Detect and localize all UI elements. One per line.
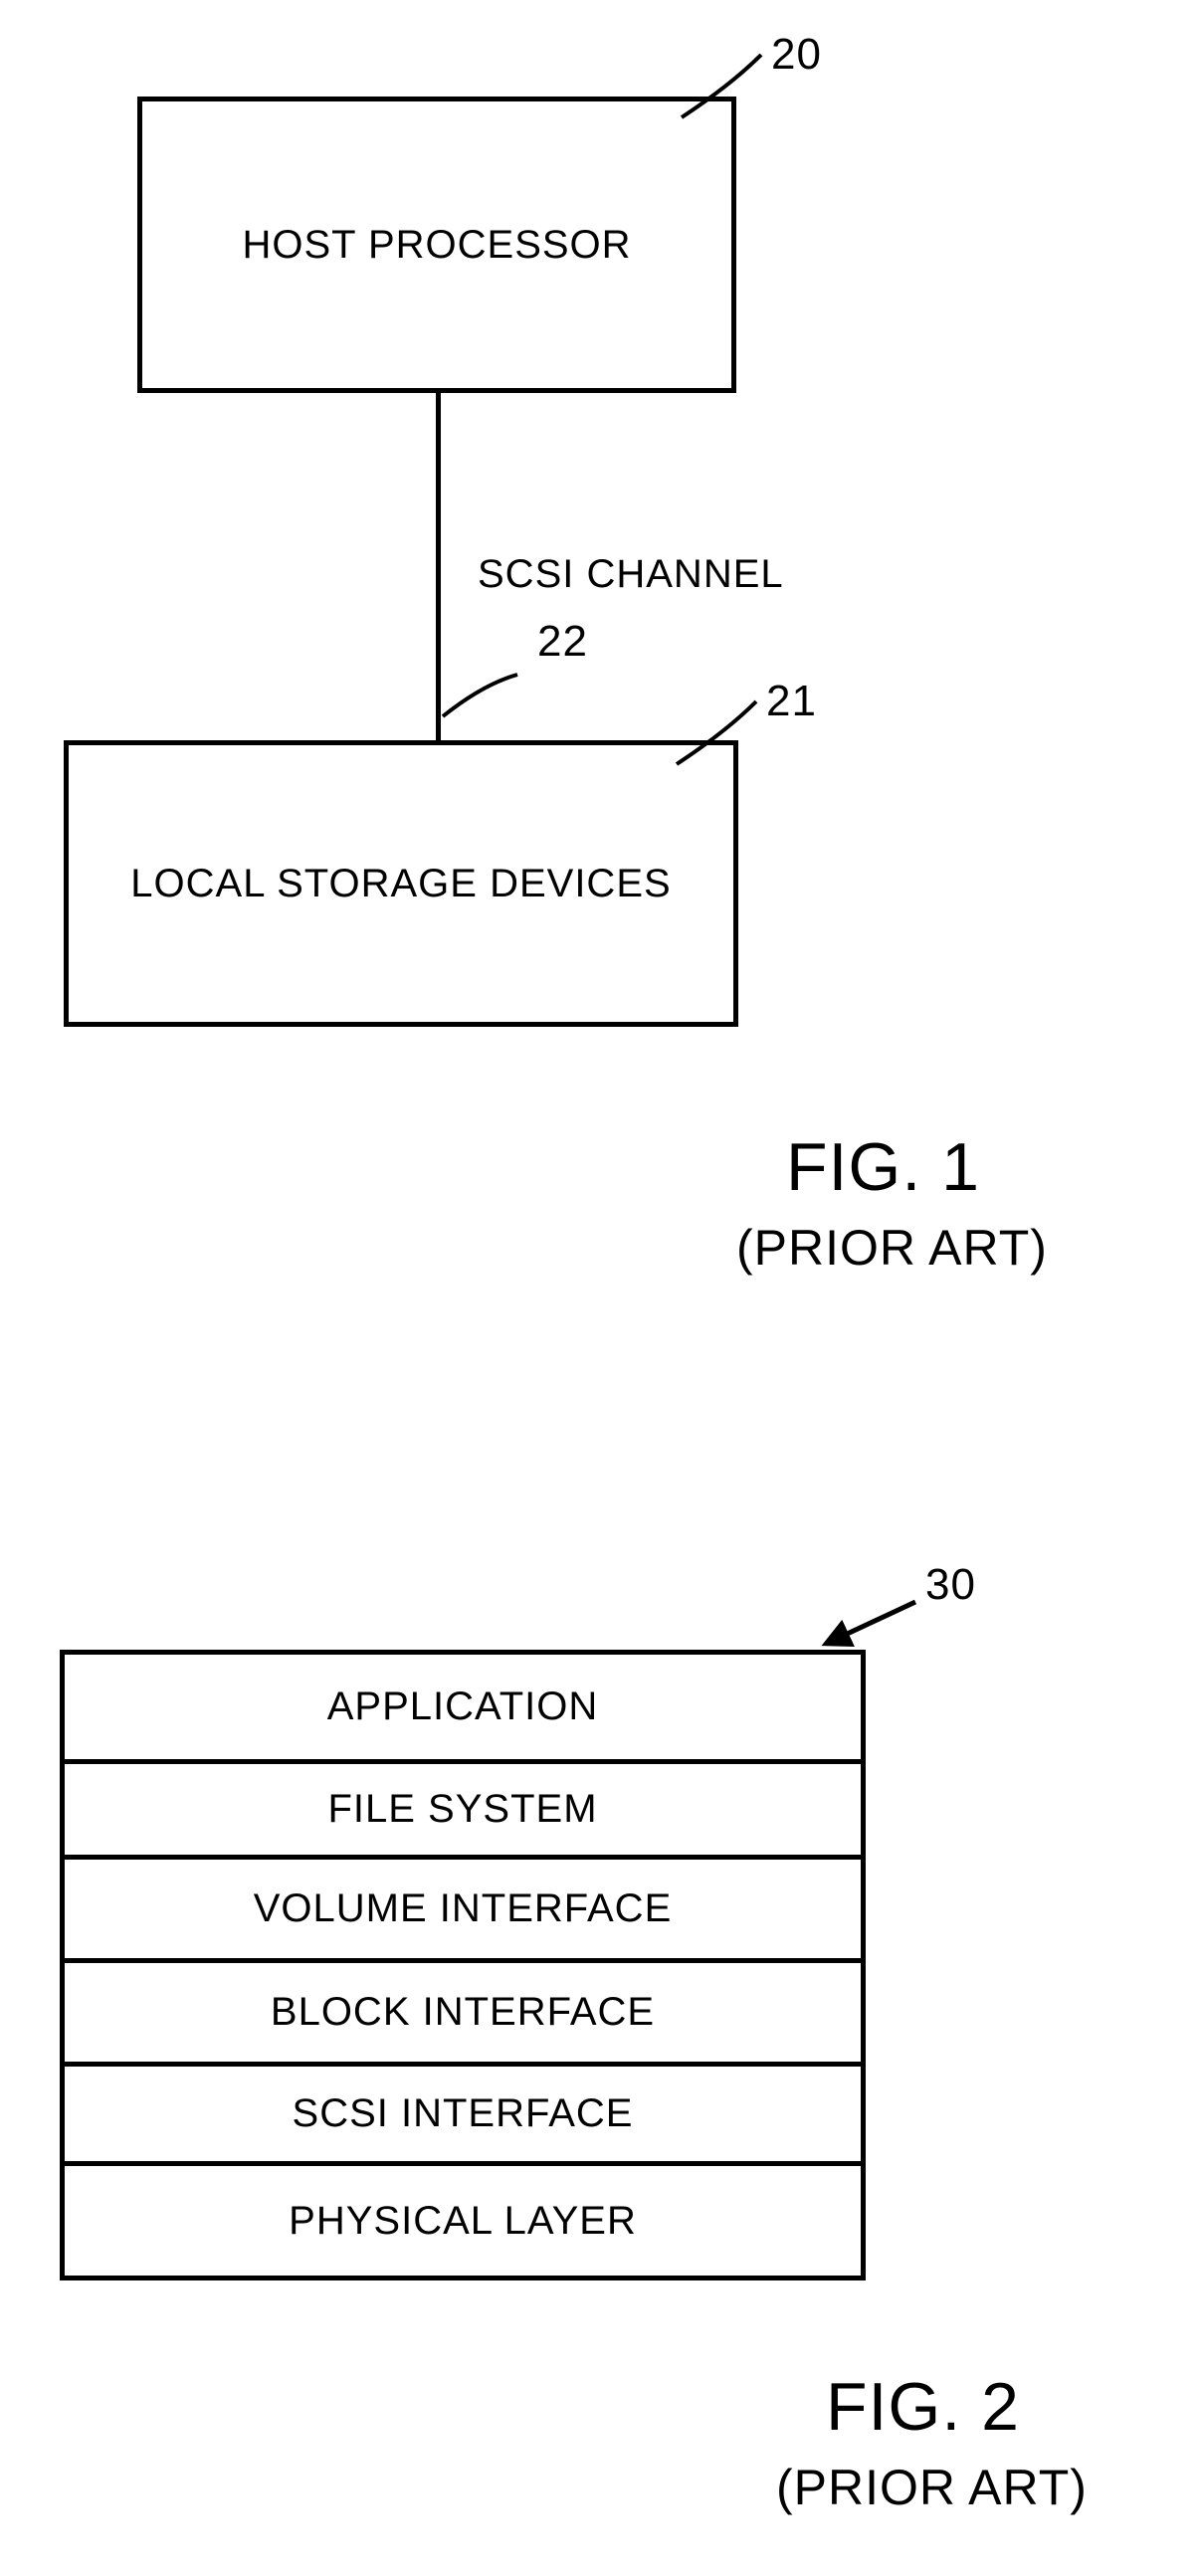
layer-row-block: BLOCK INTERFACE [65,1963,861,2067]
fig1-title: FIG. 1 [786,1128,980,1206]
fig2-subtitle: (PRIOR ART) [776,2459,1088,2516]
host-processor-label: HOST PROCESSOR [242,223,631,268]
host-callout [0,0,1201,149]
layer-label: PHYSICAL LAYER [289,2199,637,2244]
layer-label: SCSI INTERFACE [293,2091,634,2136]
layer-label: BLOCK INTERFACE [271,1990,655,2035]
fig2-title: FIG. 2 [826,2368,1020,2446]
layer-row-physical: PHYSICAL LAYER [65,2166,861,2276]
layer-label: APPLICATION [327,1684,599,1729]
layer-row-scsi: SCSI INTERFACE [65,2067,861,2166]
layer-row-application: APPLICATION [65,1655,861,1764]
local-storage-label: LOCAL STORAGE DEVICES [130,862,671,906]
layer-row-filesystem: FILE SYSTEM [65,1764,861,1860]
fig1-subtitle: (PRIOR ART) [736,1219,1048,1277]
scsi-connector-line [436,393,441,740]
layer-label: VOLUME INTERFACE [254,1886,673,1931]
layer-stack-table: APPLICATION FILE SYSTEM VOLUME INTERFACE… [60,1650,866,2280]
fig2-ref: 30 [925,1560,976,1610]
layer-label: FILE SYSTEM [327,1787,597,1832]
scsi-channel-label: SCSI CHANNEL [478,552,784,597]
local-storage-box: LOCAL STORAGE DEVICES [64,740,738,1027]
storage-ref: 21 [766,677,817,726]
host-ref: 20 [771,30,822,80]
channel-ref: 22 [537,617,588,667]
layer-row-volume: VOLUME INTERFACE [65,1860,861,1963]
